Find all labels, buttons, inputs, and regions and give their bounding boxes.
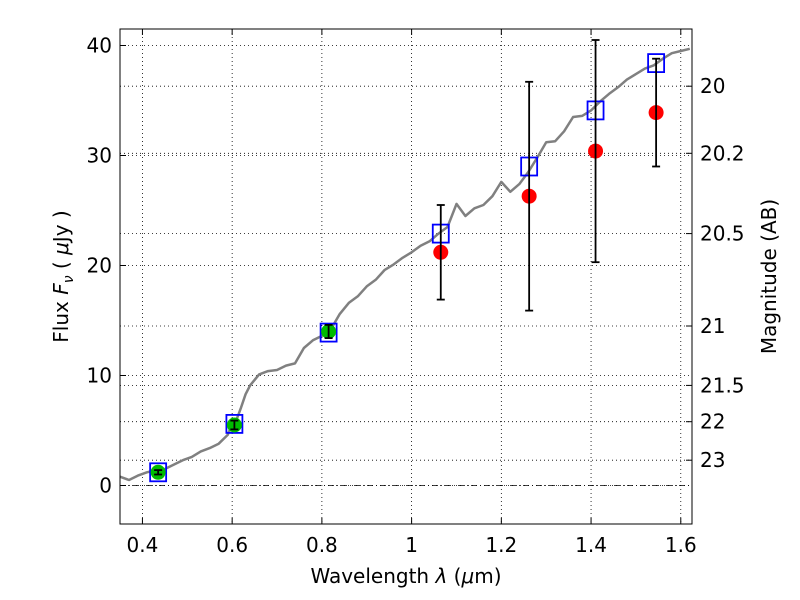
y-tick-label: 10 bbox=[87, 364, 112, 388]
series-optical-detections bbox=[150, 323, 337, 480]
y-tick-label: 20 bbox=[87, 254, 112, 278]
magnitude-tick-label: 23 bbox=[700, 448, 725, 472]
y-tick-label: 0 bbox=[99, 474, 112, 498]
model-photometry-point bbox=[225, 413, 244, 434]
x-tick-label: 1.4 bbox=[575, 533, 607, 557]
series-model-photometry bbox=[149, 53, 666, 483]
magnitude-axis: 20 20.2 20.5 21 21.5 22 23 bbox=[686, 74, 745, 472]
x-tick-label: 1 bbox=[405, 533, 418, 557]
plot-frame bbox=[119, 28, 693, 525]
model-photometry-point bbox=[149, 462, 168, 483]
magnitude-tick-label: 20.2 bbox=[700, 141, 745, 165]
magnitude-axis-label: Magnitude (AB) bbox=[757, 199, 781, 354]
y-tick-label: 40 bbox=[87, 34, 112, 58]
model-photometry-point bbox=[319, 322, 338, 343]
x-axis-label: Wavelength λ (μm) bbox=[310, 564, 501, 588]
x-tick-label: 0.8 bbox=[306, 533, 338, 557]
x-tick-label: 0.6 bbox=[216, 533, 248, 557]
magnitude-tick-label: 21.5 bbox=[700, 373, 745, 397]
y-tick-label: 30 bbox=[87, 144, 112, 168]
series-near-infrared-detections bbox=[433, 39, 664, 312]
y-axis: 0 10 20 30 40 bbox=[87, 34, 126, 498]
x-tick-label: 0.4 bbox=[127, 533, 159, 557]
magnitude-tick-label: 22 bbox=[700, 410, 725, 434]
magnitude-tick-label: 20.5 bbox=[700, 222, 745, 246]
plot-area bbox=[119, 39, 691, 483]
x-axis: 0.4 0.6 0.8 1 1.2 1.4 1.6 bbox=[127, 29, 697, 557]
x-tick-label: 1.2 bbox=[485, 533, 517, 557]
magnitude-tick-label: 20 bbox=[700, 74, 725, 98]
magnitude-tick-label: 21 bbox=[700, 314, 725, 338]
y-axis-label: Flux Fν ( μJy ) bbox=[49, 210, 77, 342]
x-tick-label: 1.6 bbox=[665, 533, 697, 557]
